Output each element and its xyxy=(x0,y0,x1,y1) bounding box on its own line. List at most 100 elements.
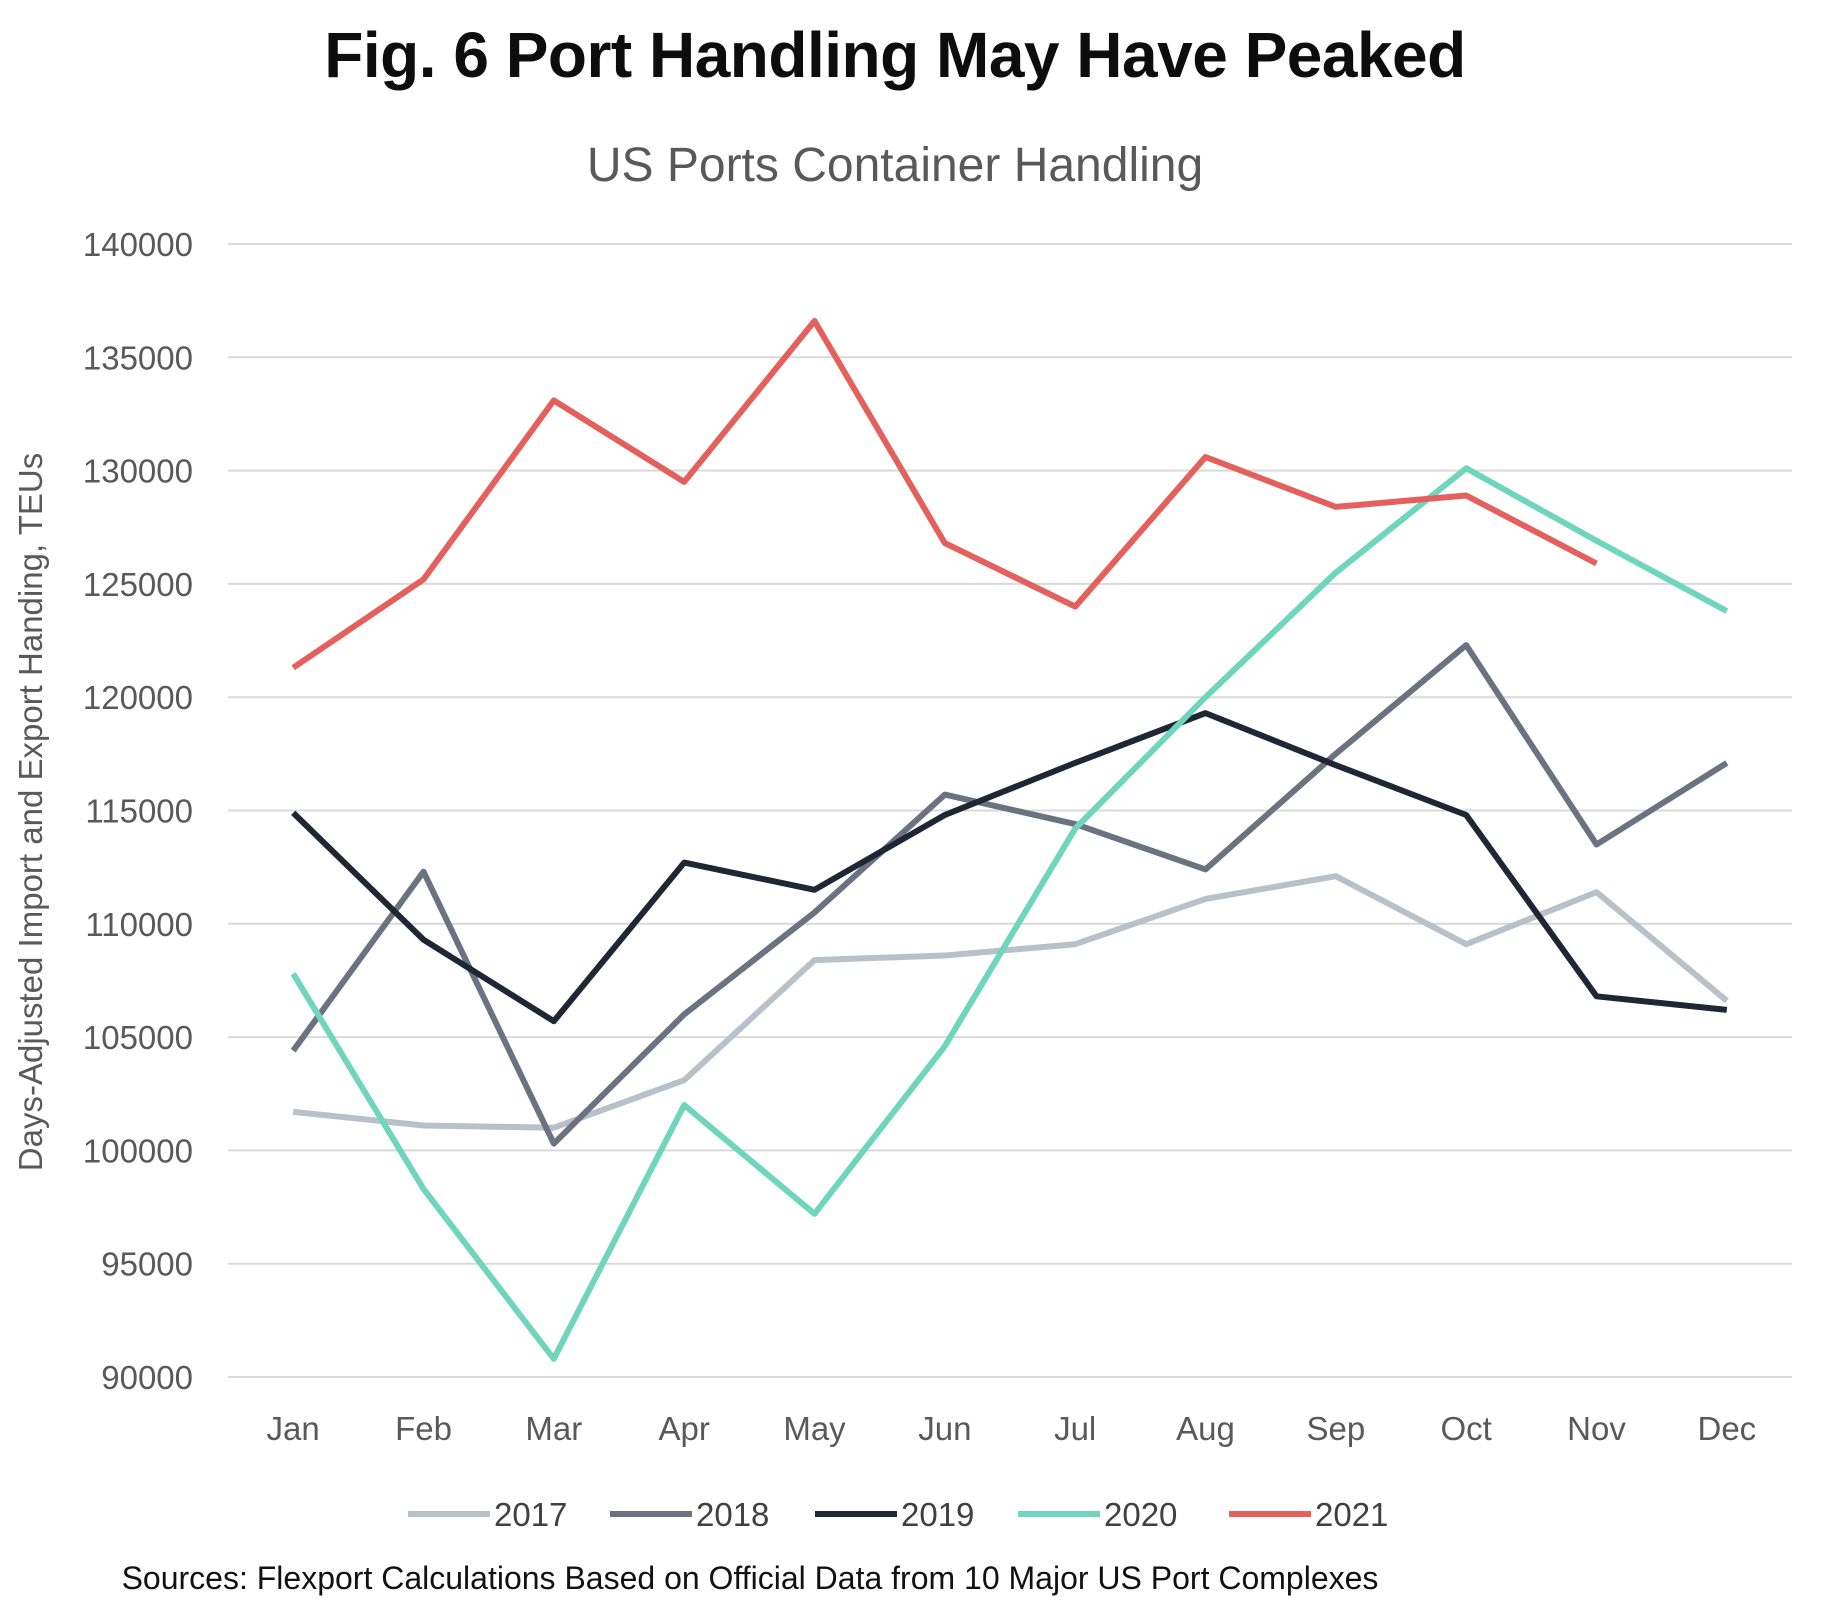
x-tick-label: Mar xyxy=(525,1410,582,1447)
x-tick-label: Aug xyxy=(1176,1410,1235,1447)
data-point-2018 xyxy=(290,1048,296,1054)
data-point-2019 xyxy=(942,812,948,818)
data-point-2017 xyxy=(1203,896,1209,902)
data-point-2017 xyxy=(1724,998,1730,1004)
data-point-2020 xyxy=(290,971,296,977)
x-tick-label: Sep xyxy=(1306,1410,1365,1447)
data-point-2019 xyxy=(681,860,687,866)
data-point-2018 xyxy=(1724,760,1730,766)
y-tick-label: 105000 xyxy=(83,1019,193,1056)
x-tick-label: May xyxy=(783,1410,846,1447)
x-tick-label: Feb xyxy=(395,1410,452,1447)
data-point-2020 xyxy=(551,1356,557,1362)
figure-title: Fig. 6 Port Handling May Have Peaked xyxy=(324,19,1466,91)
data-point-2018 xyxy=(1463,642,1469,648)
series-line-2017 xyxy=(292,873,1729,1131)
data-point-2017 xyxy=(681,1077,687,1083)
data-point-2018 xyxy=(1203,866,1209,872)
data-point-2018 xyxy=(551,1141,557,1147)
data-point-2017 xyxy=(812,957,818,963)
legend-label-2017: 2017 xyxy=(494,1496,567,1533)
source-note: Sources: Flexport Calculations Based on … xyxy=(121,1560,1379,1596)
data-point-2017 xyxy=(1594,889,1600,895)
data-point-2017 xyxy=(1333,873,1339,879)
y-tick-label: 115000 xyxy=(85,793,193,830)
y-tick-label: 140000 xyxy=(83,226,193,263)
data-point-2020 xyxy=(1203,694,1209,700)
data-point-2021 xyxy=(812,318,818,324)
gridlines xyxy=(228,243,1792,1378)
data-point-2017 xyxy=(1463,941,1469,947)
data-point-2021 xyxy=(421,576,427,582)
legend-label-2018: 2018 xyxy=(696,1496,769,1533)
data-point-2018 xyxy=(942,792,948,798)
data-point-2019 xyxy=(1724,1007,1730,1013)
x-tick-label: Jul xyxy=(1054,1410,1096,1447)
data-point-2021 xyxy=(290,665,296,671)
series-lines xyxy=(290,318,1730,1362)
data-point-2020 xyxy=(1594,538,1600,544)
data-point-2020 xyxy=(1724,608,1730,614)
data-point-2019 xyxy=(551,1018,557,1024)
data-point-2020 xyxy=(1463,465,1469,471)
legend-label-2019: 2019 xyxy=(901,1496,974,1533)
data-point-2018 xyxy=(421,869,427,875)
x-tick-label: Dec xyxy=(1697,1410,1756,1447)
y-tick-label: 135000 xyxy=(83,339,193,376)
legend-label-2021: 2021 xyxy=(1315,1496,1388,1533)
x-tick-label: Jan xyxy=(267,1410,320,1447)
data-point-2020 xyxy=(1072,826,1078,832)
data-point-2021 xyxy=(942,540,948,546)
legend-label-2020: 2020 xyxy=(1104,1496,1177,1533)
data-point-2019 xyxy=(1463,812,1469,818)
data-point-2020 xyxy=(681,1102,687,1108)
data-point-2020 xyxy=(942,1043,948,1049)
y-tick-label: 90000 xyxy=(101,1359,193,1396)
data-point-2021 xyxy=(1594,561,1600,567)
legend: 2017 2018 2019 2020 2021 xyxy=(408,1496,1388,1533)
data-point-2019 xyxy=(1333,762,1339,768)
data-point-2019 xyxy=(421,937,427,943)
data-point-2021 xyxy=(1203,454,1209,460)
data-point-2019 xyxy=(1072,760,1078,766)
x-axis-ticks: Jan Feb Mar Apr May Jun Jul Aug Sep Oct Nov Dec xyxy=(267,1410,1757,1447)
y-axis-label: Days-Adjusted Import and Export Handing,… xyxy=(12,453,49,1171)
data-point-2021 xyxy=(1072,604,1078,610)
data-point-2018 xyxy=(1594,841,1600,847)
x-tick-label: Apr xyxy=(658,1410,709,1447)
series-line-2018 xyxy=(290,642,1729,1147)
y-tick-label: 100000 xyxy=(83,1132,193,1169)
y-tick-label: 120000 xyxy=(83,679,193,716)
data-point-2017 xyxy=(1072,941,1078,947)
chart-title: US Ports Container Handling xyxy=(586,139,1204,192)
data-point-2017 xyxy=(421,1122,427,1128)
y-tick-label: 130000 xyxy=(83,453,193,490)
data-point-2021 xyxy=(1463,493,1469,499)
data-point-2021 xyxy=(681,479,687,485)
x-tick-label: Oct xyxy=(1440,1410,1491,1447)
x-tick-label: Jun xyxy=(918,1410,971,1447)
data-point-2017 xyxy=(551,1125,557,1131)
y-tick-label: 125000 xyxy=(83,566,193,603)
data-point-2019 xyxy=(812,887,818,893)
data-point-2020 xyxy=(421,1186,427,1192)
y-axis-ticks: 90000 95000 100000 105000 110000 115000 120000… xyxy=(83,226,193,1396)
data-point-2021 xyxy=(551,397,557,403)
data-point-2020 xyxy=(812,1211,818,1217)
data-point-2021 xyxy=(1333,504,1339,510)
data-point-2019 xyxy=(290,810,296,816)
series-line-2021 xyxy=(291,318,1598,671)
series-line-2020 xyxy=(290,465,1729,1362)
data-point-2018 xyxy=(681,1011,687,1017)
y-tick-label: 95000 xyxy=(101,1246,193,1283)
x-tick-label: Nov xyxy=(1567,1410,1626,1447)
y-tick-label: 110000 xyxy=(85,906,193,943)
data-point-2019 xyxy=(1203,710,1209,716)
data-point-2017 xyxy=(290,1109,296,1115)
data-point-2020 xyxy=(1333,570,1339,576)
data-point-2018 xyxy=(812,909,818,915)
data-point-2018 xyxy=(1333,751,1339,757)
series-line-2019 xyxy=(291,710,1728,1025)
data-point-2017 xyxy=(942,953,948,959)
